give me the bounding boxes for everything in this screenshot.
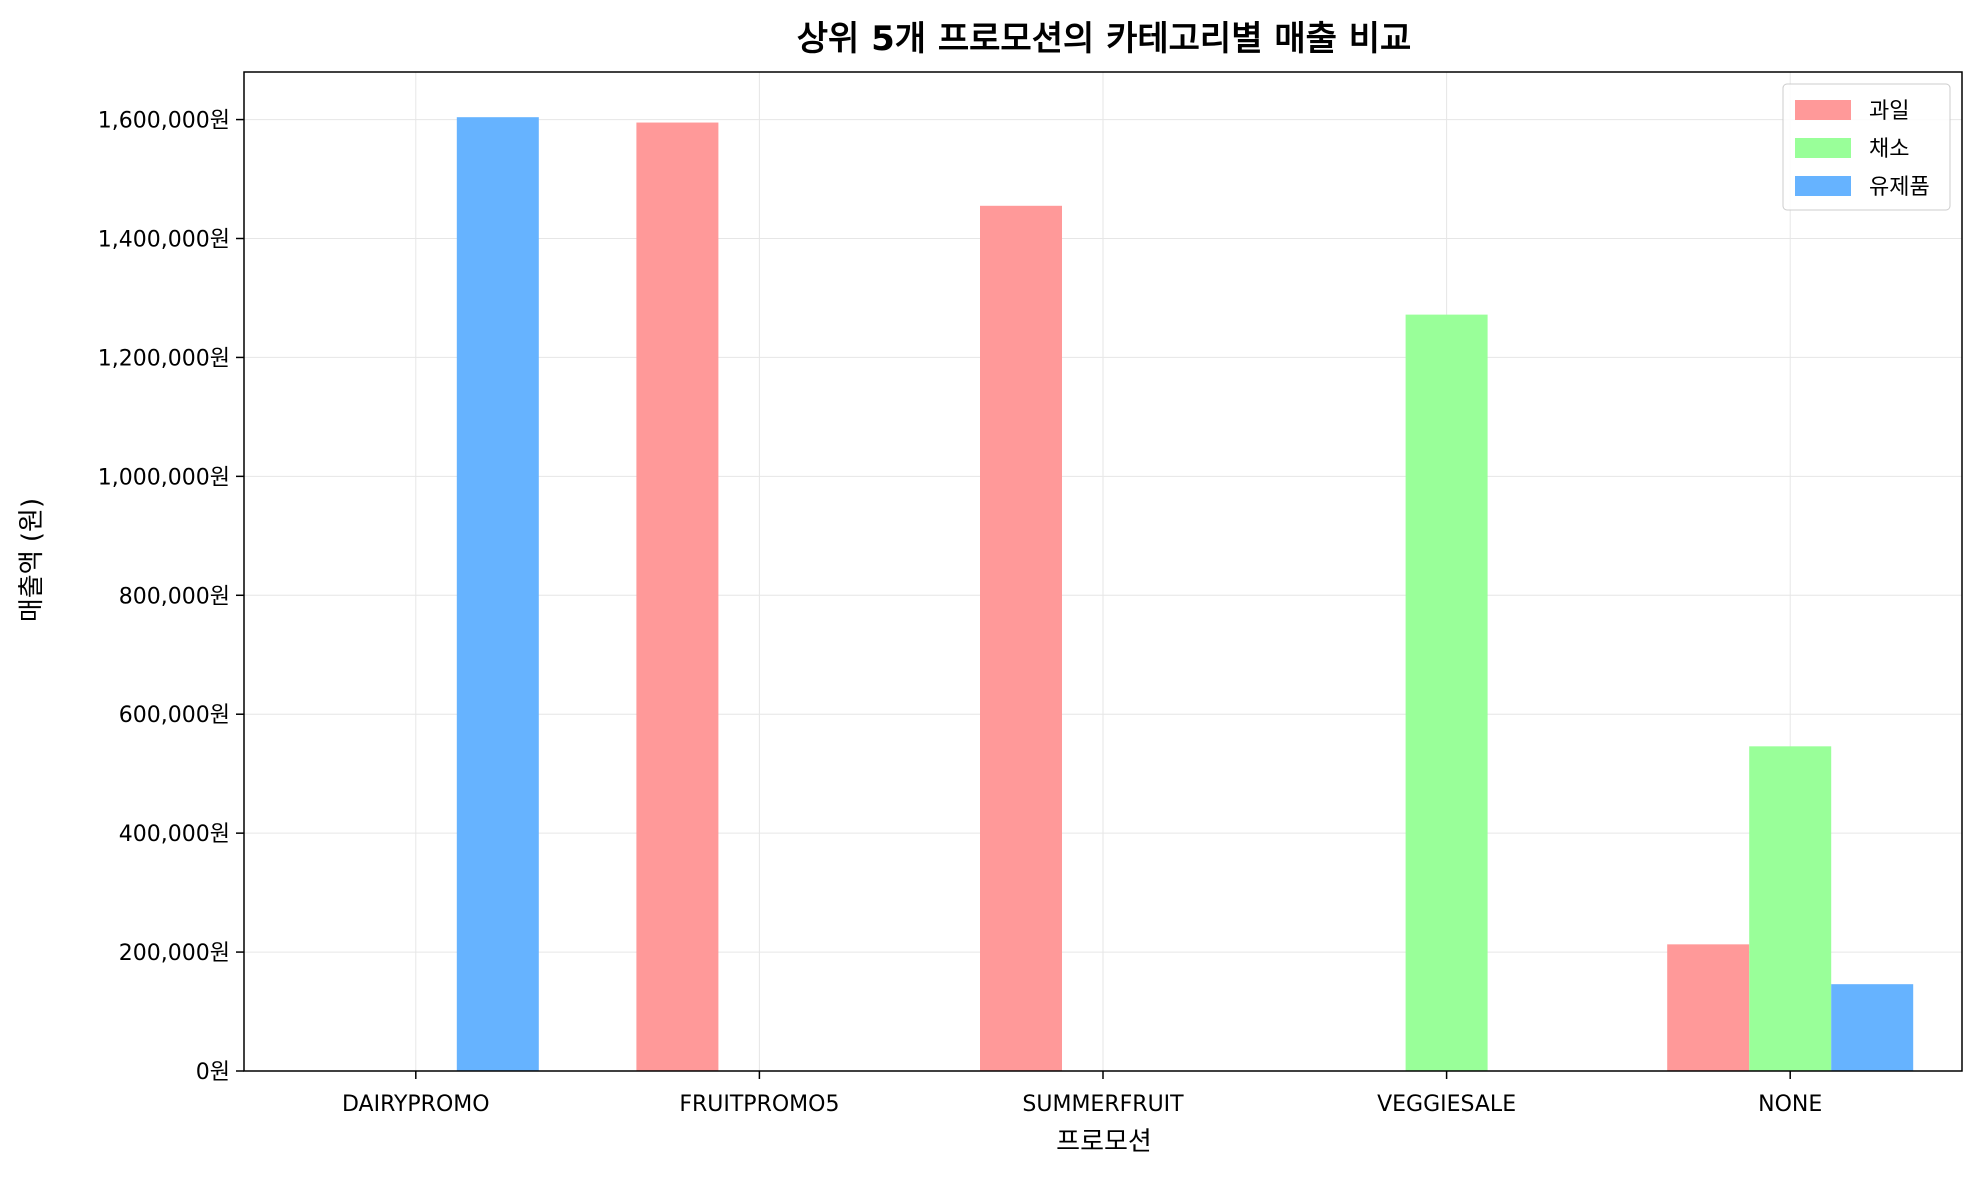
x-tick-label: DAIRYPROMO [342, 1092, 490, 1117]
y-axis-title: 매출액 (원) [17, 498, 47, 622]
legend-label: 유제품 [1869, 175, 1930, 200]
x-tick-label: SUMMERFRUIT [1022, 1092, 1184, 1117]
y-tick-label: 0원 [196, 1060, 230, 1085]
y-tick-label: 1,400,000원 [98, 228, 230, 253]
bar-채소-NONE [1749, 746, 1832, 1071]
y-tick-label: 600,000원 [119, 703, 230, 728]
legend-swatch [1795, 138, 1851, 158]
legend-label: 채소 [1869, 137, 1909, 162]
legend-label: 과일 [1869, 99, 1909, 124]
bar-과일-SUMMERFRUIT [980, 205, 1062, 1071]
y-tick-label: 1,600,000원 [98, 109, 230, 134]
x-tick-label: NONE [1758, 1092, 1822, 1117]
y-tick-label: 400,000원 [119, 822, 230, 847]
bar-과일-FRUITPROMO5 [636, 122, 719, 1072]
y-tick-label: 200,000원 [119, 941, 230, 966]
y-tick-label: 1,000,000원 [98, 465, 230, 490]
legend-swatch [1795, 176, 1851, 196]
y-tick-label: 1,200,000원 [98, 346, 230, 371]
x-tick-label: FRUITPROMO5 [679, 1092, 839, 1117]
y-tick-label: 800,000원 [119, 584, 230, 609]
bar-유제품-NONE [1831, 984, 1914, 1071]
legend-swatch [1795, 100, 1851, 120]
bar-과일-NONE [1667, 944, 1750, 1071]
chart-title: 상위 5개 프로모션의 카테고리별 매출 비교 [797, 19, 1412, 59]
x-axis-title: 프로모션 [1056, 1127, 1152, 1157]
x-tick-label: VEGGIESALE [1377, 1092, 1516, 1117]
bars [456, 117, 1914, 1072]
axes: 0원 200,000원 400,000원 600,000원 800,000원 1,000,… [98, 71, 1963, 1117]
bar-유제품-DAIRYPROMO [456, 117, 539, 1071]
bar-채소-VEGGIESALE [1405, 314, 1488, 1072]
